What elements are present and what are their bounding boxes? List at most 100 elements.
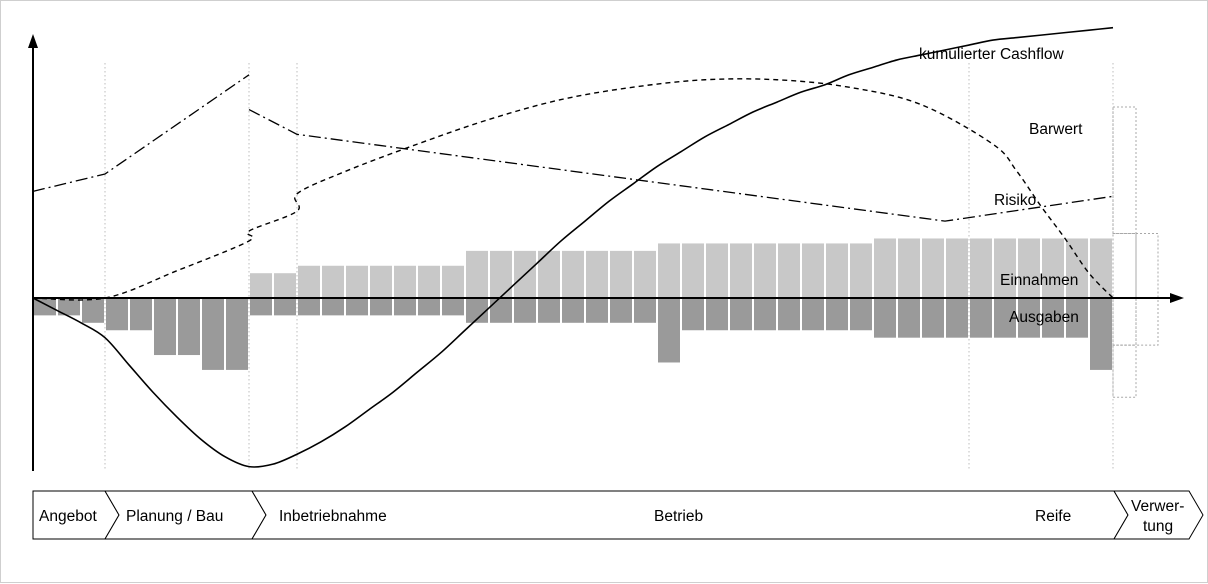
ausgaben-bar-36: [898, 298, 920, 338]
einnahmen-bar-15: [394, 265, 416, 298]
barwert-curve: [32, 78, 1114, 301]
einnahmen-bar-13: [346, 265, 368, 298]
ausgaben-bar-26: [658, 298, 680, 363]
einnahmen-bar-24: [610, 250, 632, 298]
einnahmen-bar-19: [490, 250, 512, 298]
phase-label-verwertung-1: Verwer-: [1131, 498, 1184, 515]
ausgaben-bar-17: [442, 298, 464, 316]
phase-label-planung: Planung / Bau: [126, 508, 223, 525]
ausgaben-bar-22: [562, 298, 584, 323]
einnahmen-bar-40: [994, 238, 1016, 298]
ausgaben-bar-1: [58, 298, 80, 316]
verwertung-einnahmen-ghost-2: [1135, 233, 1159, 299]
ausgaben-bar-43: [1066, 298, 1088, 338]
einnahmen-bar-30: [754, 243, 776, 298]
einnahmen-bars: [250, 238, 1112, 298]
ausgaben-bar-24: [610, 298, 632, 323]
einnahmen-bar-21: [538, 250, 560, 298]
ausgaben-bar-16: [418, 298, 440, 316]
verwertung-ghost-bars: [1112, 106, 1159, 398]
einnahmen-bar-12: [322, 265, 344, 298]
ausgaben-bar-9: [250, 298, 272, 316]
curves: [32, 26, 1114, 468]
ausgaben-bar-32: [802, 298, 824, 331]
einnahmen-bar-26: [658, 243, 680, 298]
einnahmen-bar-10: [274, 273, 296, 298]
ausgaben-bar-37: [922, 298, 944, 338]
einnahmen-bar-44: [1090, 238, 1112, 298]
axes: [28, 34, 1184, 471]
einnahmen-bar-16: [418, 265, 440, 298]
ausgaben-bar-41: [1018, 298, 1040, 338]
label-barwert: Barwert: [1029, 121, 1083, 138]
ausgaben-bar-3: [106, 298, 128, 331]
ausgaben-bar-40: [994, 298, 1016, 338]
ausgaben-bar-21: [538, 298, 560, 323]
ausgaben-bar-23: [586, 298, 608, 323]
einnahmen-bar-27: [682, 243, 704, 298]
einnahmen-bar-39: [970, 238, 992, 298]
ausgaben-bar-27: [682, 298, 704, 331]
label-cashflow: kumulierter Cashflow: [919, 46, 1065, 63]
ausgaben-bar-20: [514, 298, 536, 323]
ausgaben-bar-28: [706, 298, 728, 331]
ausgaben-bar-39: [970, 298, 992, 338]
einnahmen-bar-23: [586, 250, 608, 298]
label-ausgaben: Ausgaben: [1009, 309, 1079, 326]
einnahmen-bar-28: [706, 243, 728, 298]
x-axis-arrow: [1170, 293, 1184, 303]
risiko-curve-2: [248, 108, 1114, 222]
einnahmen-bar-36: [898, 238, 920, 298]
ausgaben-bar-19: [490, 298, 512, 323]
ausgaben-bar-6: [178, 298, 200, 356]
einnahmen-bar-41: [1018, 238, 1040, 298]
einnahmen-bar-9: [250, 273, 272, 298]
einnahmen-bar-34: [850, 243, 872, 298]
einnahmen-bar-42: [1042, 238, 1064, 298]
einnahmen-bar-11: [298, 265, 320, 298]
phase-label-betrieb: Betrieb: [654, 508, 703, 525]
ausgaben-bar-18: [466, 298, 488, 323]
verwertung-tail-ghost: [1112, 344, 1137, 398]
ausgaben-bar-35: [874, 298, 896, 338]
einnahmen-bar-22: [562, 250, 584, 298]
einnahmen-bar-37: [922, 238, 944, 298]
y-axis-arrow: [28, 34, 38, 48]
phase-label-angebot: Angebot: [39, 508, 97, 525]
ausgaben-bar-42: [1042, 298, 1064, 338]
verwertung-top-ghost: [1112, 106, 1137, 235]
einnahmen-bar-35: [874, 238, 896, 298]
label-risiko: Risiko: [994, 192, 1036, 209]
ausgaben-bar-31: [778, 298, 800, 331]
ausgaben-bars: [34, 298, 1112, 370]
phase-label-reife: Reife: [1035, 508, 1071, 525]
ausgaben-bar-33: [826, 298, 848, 331]
ausgaben-bar-30: [754, 298, 776, 331]
phase-bar: Angebot Planung / Bau Inbetriebnahme Bet…: [32, 490, 1204, 540]
ausgaben-bar-4: [130, 298, 152, 331]
einnahmen-bar-38: [946, 238, 968, 298]
ausgaben-bar-7: [202, 298, 224, 370]
verwertung-einnahmen-ghost: [1112, 233, 1137, 299]
einnahmen-bar-29: [730, 243, 752, 298]
ausgaben-bar-14: [370, 298, 392, 316]
ausgaben-bar-15: [394, 298, 416, 316]
einnahmen-bar-43: [1066, 238, 1088, 298]
ausgaben-bar-44: [1090, 298, 1112, 370]
label-einnahmen: Einnahmen: [1000, 272, 1078, 289]
ausgaben-bar-8: [226, 298, 248, 370]
ausgaben-bar-38: [946, 298, 968, 338]
ausgaben-bar-0: [34, 298, 56, 316]
ausgaben-bar-29: [730, 298, 752, 331]
ausgaben-bar-34: [850, 298, 872, 331]
einnahmen-bar-25: [634, 250, 656, 298]
einnahmen-bar-17: [442, 265, 464, 298]
einnahmen-bar-14: [370, 265, 392, 298]
einnahmen-bar-33: [826, 243, 848, 298]
phase-label-inbetriebnahme: Inbetriebnahme: [279, 508, 387, 525]
ausgaben-bar-25: [634, 298, 656, 323]
ausgaben-bar-10: [274, 298, 296, 316]
ausgaben-bar-2: [82, 298, 104, 323]
